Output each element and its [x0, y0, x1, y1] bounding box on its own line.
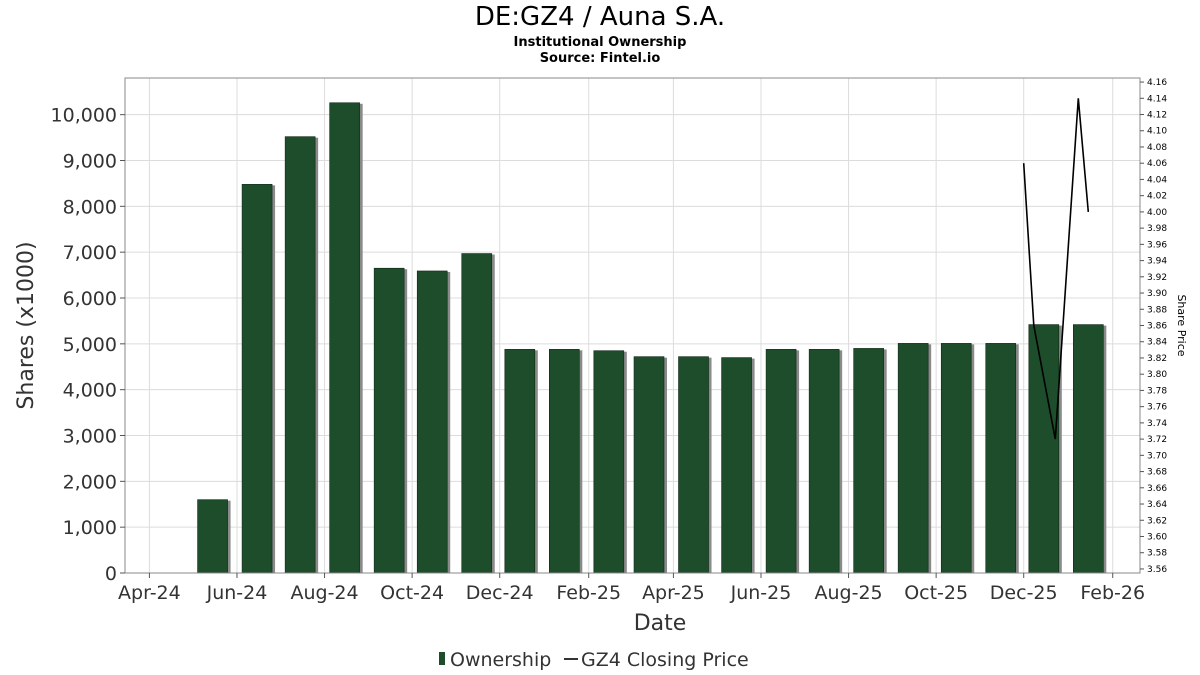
ownership-bar — [808, 349, 840, 574]
y-tick-label: 8,000 — [63, 196, 117, 218]
y-tick-label: 7,000 — [63, 242, 117, 264]
y2-tick-label: 4.16 — [1147, 78, 1167, 88]
ownership-bar — [678, 356, 709, 574]
chart-subtitle: Institutional Ownership — [513, 35, 687, 50]
y2-tick-label: 3.56 — [1147, 565, 1167, 575]
y2-tick-label: 3.80 — [1147, 370, 1167, 380]
ownership-bar — [416, 270, 448, 574]
ownership-bar — [329, 102, 360, 574]
ownership-bar — [853, 348, 884, 574]
x-tick-label: Feb-26 — [1080, 582, 1145, 604]
legend-price-label: GZ4 Closing Price — [581, 649, 749, 671]
y-axis-label: Shares (x1000) — [14, 241, 39, 409]
y2-tick-label: 3.74 — [1147, 419, 1167, 429]
y-tick-label: 1,000 — [63, 517, 117, 539]
ownership-bar — [373, 267, 405, 574]
y2-tick-label: 3.78 — [1147, 386, 1167, 396]
y2-tick-label: 3.96 — [1147, 240, 1167, 250]
x-tick-label: Dec-24 — [466, 582, 534, 604]
y2-tick-label: 4.12 — [1147, 111, 1167, 121]
chart-source: Source: Fintel.io — [539, 51, 661, 66]
y2-tick-label: 3.58 — [1147, 549, 1167, 559]
ownership-bar — [1028, 324, 1060, 574]
y2-tick-label: 4.14 — [1147, 94, 1167, 104]
y2-tick-label: 3.92 — [1147, 273, 1167, 283]
legend-ownership-swatch — [439, 652, 445, 665]
y2-tick-label: 3.86 — [1147, 322, 1167, 332]
y2-tick-label: 3.62 — [1147, 516, 1167, 526]
y2-tick-label: 3.66 — [1147, 484, 1167, 494]
ownership-bar — [1073, 324, 1104, 574]
ownership-bar — [241, 184, 273, 574]
y2-tick-label: 4.10 — [1147, 127, 1167, 137]
y2-axis-label: Share Price — [1175, 294, 1188, 356]
x-tick-label: Aug-24 — [290, 582, 358, 604]
x-tick-label: Dec-25 — [990, 582, 1058, 604]
y2-tick-label: 3.98 — [1147, 224, 1167, 234]
y2-tick-label: 3.72 — [1147, 435, 1167, 445]
y-tick-label: 0 — [105, 563, 117, 585]
y2-tick-label: 3.76 — [1147, 403, 1167, 413]
ownership-bar — [721, 357, 752, 574]
x-tick-label: Feb-25 — [556, 582, 621, 604]
ownership-bar — [765, 349, 797, 574]
y-tick-label: 3,000 — [63, 426, 117, 448]
y2-tick-label: 4.02 — [1147, 192, 1167, 202]
y2-tick-label: 4.06 — [1147, 159, 1167, 169]
x-tick-label: Jun-24 — [206, 582, 268, 604]
ownership-bar — [633, 356, 665, 574]
chart-title: DE:GZ4 / Auna S.A. — [474, 2, 726, 32]
y2-tick-label: 3.88 — [1147, 305, 1167, 315]
ownership-bar — [897, 343, 929, 574]
y2-tick-label: 3.82 — [1147, 354, 1167, 364]
ownership-bar — [549, 349, 580, 574]
y2-tick-label: 3.90 — [1147, 289, 1167, 299]
y2-tick-label: 3.84 — [1147, 338, 1167, 348]
y2-tick-label: 4.00 — [1147, 208, 1167, 218]
y2-tick-label: 3.70 — [1147, 451, 1167, 461]
ownership-bar — [593, 350, 625, 574]
y-tick-label: 5,000 — [63, 334, 117, 356]
closing-price-line — [1022, 98, 1090, 440]
x-tick-label: Oct-24 — [380, 582, 444, 604]
y2-tick-label: 3.94 — [1147, 257, 1167, 267]
y-tick-label: 9,000 — [63, 151, 117, 173]
y2-tick-label: 3.60 — [1147, 532, 1167, 542]
ownership-bar — [461, 253, 493, 574]
y2-tick-label: 4.08 — [1147, 143, 1167, 153]
ownership-bar — [985, 343, 1017, 574]
y-tick-label: 4,000 — [63, 380, 117, 402]
x-tick-label: Apr-24 — [118, 582, 181, 604]
x-tick-label: Apr-25 — [642, 582, 705, 604]
y2-tick-label: 3.68 — [1147, 468, 1167, 478]
y-tick-label: 2,000 — [63, 471, 117, 493]
x-tick-label: Oct-25 — [904, 582, 968, 604]
y-tick-label: 6,000 — [63, 288, 117, 310]
ownership-bar — [940, 343, 972, 574]
x-tick-label: Jun-25 — [730, 582, 792, 604]
x-axis-label: Date — [634, 611, 687, 636]
legend-ownership-label: Ownership — [450, 649, 551, 671]
y-tick-label: 10,000 — [51, 105, 117, 127]
ownership-bar — [504, 349, 536, 574]
y2-tick-label: 3.64 — [1147, 500, 1167, 510]
ownership-bar — [284, 136, 316, 574]
y2-tick-label: 4.04 — [1147, 175, 1167, 185]
ownership-bar — [197, 499, 228, 574]
x-tick-label: Aug-25 — [814, 582, 882, 604]
